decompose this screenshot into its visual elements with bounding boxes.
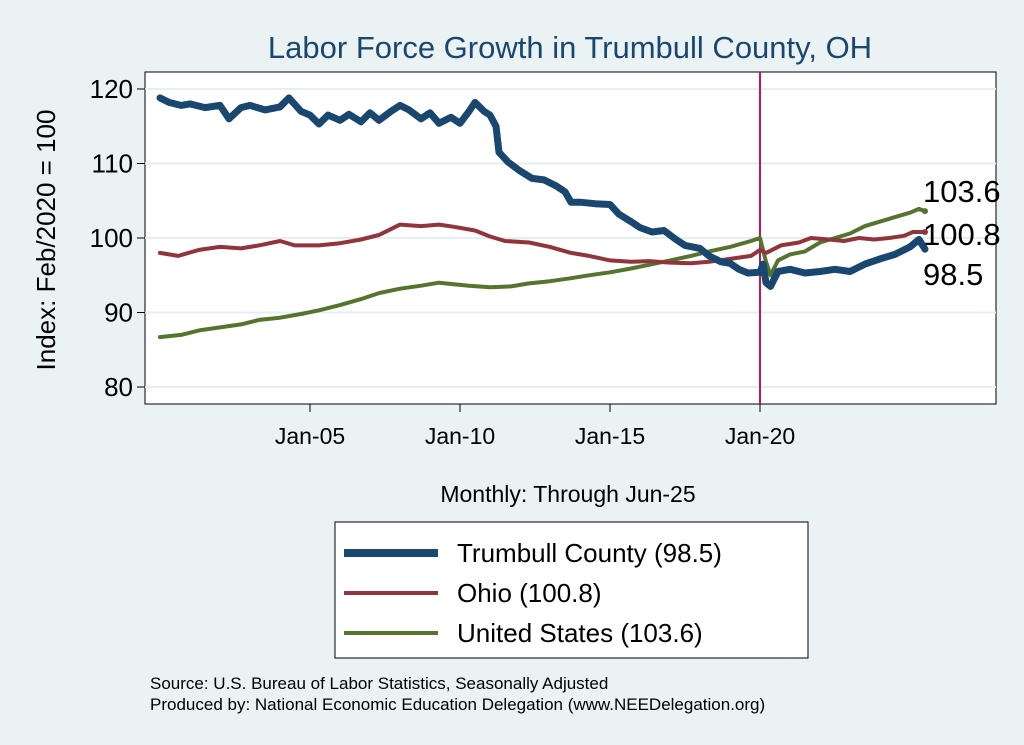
legend-label-us: United States (103.6) [457,618,703,648]
series-us-end-point [922,208,928,215]
x-axis: Jan-05 Jan-10 Jan-15 Jan-20 [275,404,795,449]
series-us-end-label: 103.6 [923,174,1001,209]
end-labels: 98.5 100.8 103.6 [923,174,1001,292]
source-note: Source: U.S. Bureau of Labor Statistics,… [150,674,608,693]
legend-box [334,521,809,659]
x-tick-label-Jan-15: Jan-15 [575,423,645,449]
y-tick-label-120: 120 [90,74,133,104]
series-ohio-line [158,222,927,266]
y-tick-label-110: 110 [92,149,133,179]
x-tick-label-Jan-10: Jan-10 [425,423,495,449]
x-axis-label: Monthly: Through Jun-25 [440,481,695,507]
y-tick-label-80: 80 [104,372,133,402]
legend: Trumbull County (98.5) Ohio (100.8) Unit… [334,521,809,659]
produced-by-note: Produced by: National Economic Education… [150,695,765,714]
y-axis-label: Index: Feb/2020 = 100 [31,110,61,371]
series-lines [156,94,929,340]
series-ohio-end-label: 100.8 [923,217,1001,252]
series-trumbull-line [156,94,929,290]
y-tick-label-90: 90 [104,298,133,328]
series-ohio-end-point [922,229,928,236]
y-axis: 80 90 100 110 120 [90,74,145,402]
chart-title: Labor Force Growth in Trumbull County, O… [268,30,872,65]
x-tick-label-Jan-05: Jan-05 [275,423,345,449]
x-tick-label-Jan-20: Jan-20 [725,423,795,449]
legend-label-ohio: Ohio (100.8) [457,578,602,608]
legend-label-trumbull: Trumbull County (98.5) [457,538,722,568]
series-trumbull-end-label: 98.5 [923,257,983,292]
y-tick-label-100: 100 [90,223,133,253]
series-trumbull-end-point [922,246,928,253]
